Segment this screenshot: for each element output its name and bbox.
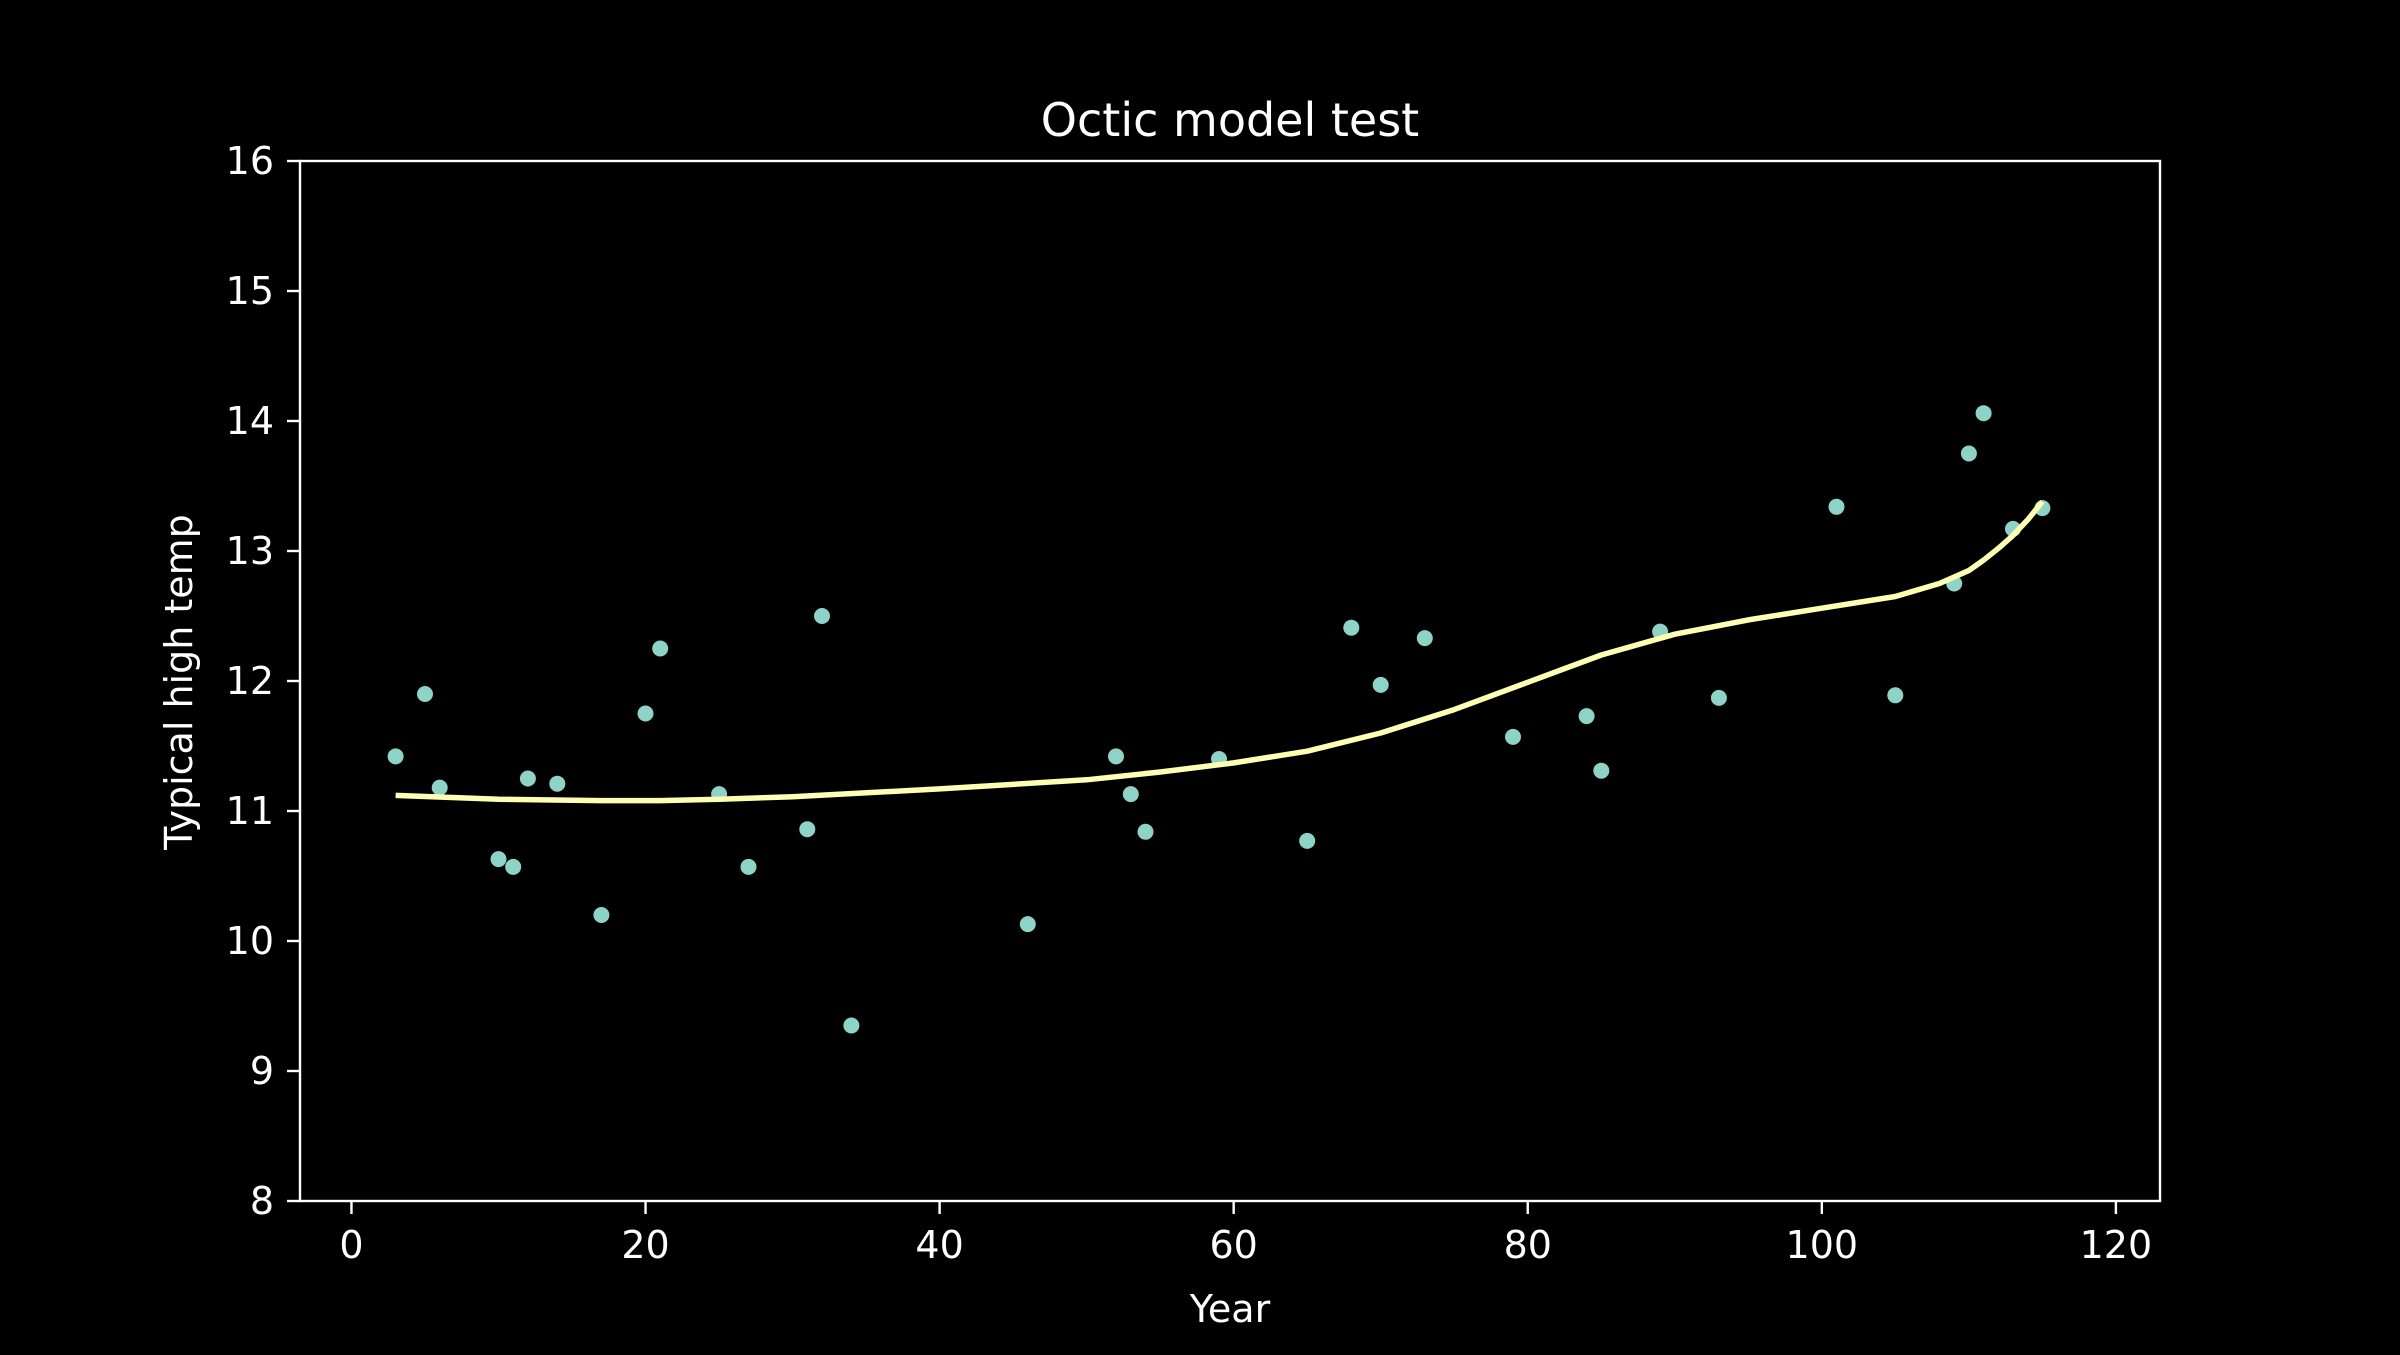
x-tick-label: 40 [915, 1223, 963, 1267]
y-tick-label: 11 [226, 789, 274, 833]
data-point [1828, 498, 1845, 515]
data-point [1960, 445, 1977, 462]
data-point [1505, 728, 1521, 745]
y-tick-label: 13 [226, 529, 274, 573]
data-point [1343, 619, 1360, 636]
data-point [417, 686, 433, 702]
x-tick-label: 100 [1786, 1223, 1859, 1267]
data-point [1416, 630, 1433, 647]
data-point [1710, 689, 1727, 706]
data-point [814, 608, 830, 624]
y-tick-label: 15 [226, 269, 274, 313]
data-point [1887, 687, 1904, 704]
chart-title: Octic model test [1041, 93, 1419, 147]
fit-line [395, 499, 2045, 804]
data-point [740, 858, 757, 875]
x-tick-label: 120 [2080, 1223, 2153, 1267]
data-point [1108, 748, 1124, 765]
plot-area: 0 20 40 60 80 100 120 8 9 10 11 12 13 14 15 16 [226, 139, 2162, 1267]
data-point [1372, 676, 1389, 693]
x-tick-label: 60 [1209, 1223, 1257, 1267]
data-point [387, 748, 404, 765]
data-point [519, 770, 536, 787]
y-tick-label: 9 [250, 1049, 274, 1093]
data-point [843, 1017, 860, 1034]
x-tick-label: 0 [339, 1223, 363, 1267]
data-point [1975, 405, 1992, 422]
y-tick-label: 12 [226, 659, 274, 703]
y-tick-label: 8 [250, 1179, 274, 1223]
x-tick-label: 80 [1504, 1223, 1552, 1267]
y-tick-label: 14 [226, 399, 274, 443]
data-point [799, 821, 816, 838]
y-tick-label: 16 [226, 139, 274, 183]
data-point [637, 705, 654, 722]
data-point [431, 779, 448, 796]
data-point [1578, 708, 1595, 725]
data-point [549, 775, 566, 792]
data-point [505, 858, 522, 875]
x-tick-label: 20 [621, 1223, 669, 1267]
y-axis-label: Typical high temp [157, 514, 201, 851]
x-axis-label: Year [1189, 1287, 1271, 1331]
data-point [490, 851, 507, 868]
data-point [593, 907, 610, 923]
y-tick-label: 10 [226, 919, 274, 963]
data-point [1137, 823, 1154, 840]
data-point [1299, 832, 1316, 849]
data-point [652, 640, 669, 657]
data-point [1593, 762, 1610, 779]
data-point [1019, 916, 1036, 933]
data-point [1122, 786, 1139, 803]
